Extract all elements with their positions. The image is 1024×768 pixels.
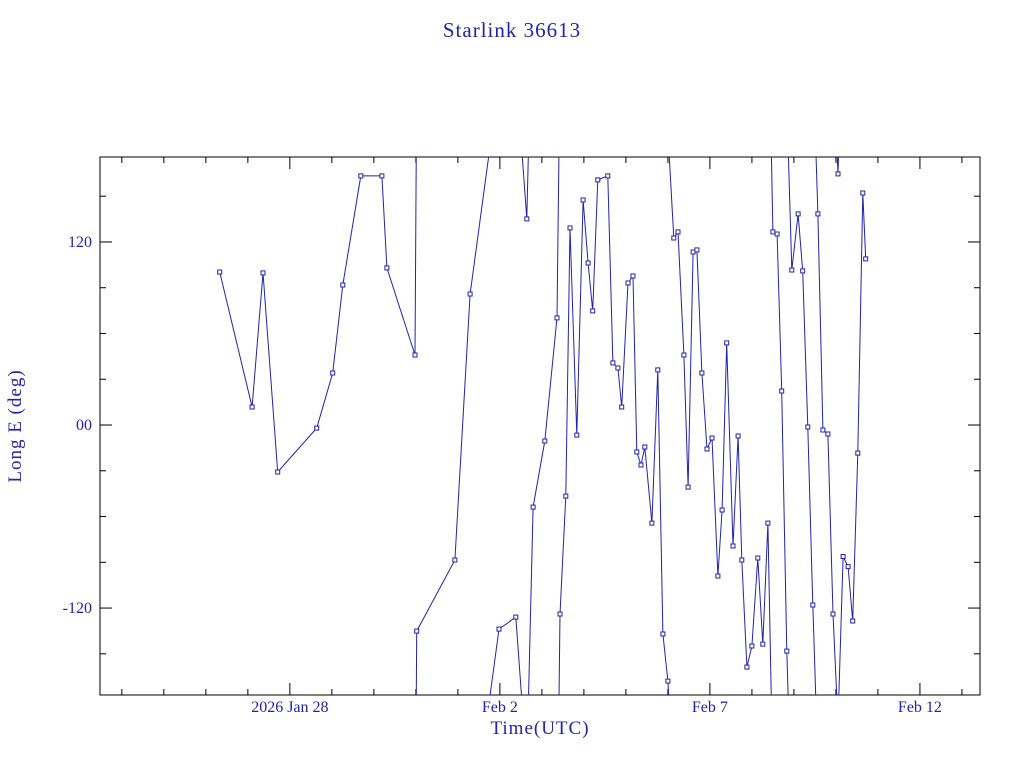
data-point-marker [630, 273, 636, 279]
data-point-marker [567, 225, 573, 231]
data-point-marker [452, 557, 458, 563]
data-point-marker [557, 611, 563, 617]
data-point-marker [825, 431, 831, 437]
data-point-marker [810, 602, 816, 608]
data-point-marker [530, 504, 536, 510]
data-point-marker [513, 614, 519, 620]
data-point-marker [590, 308, 596, 314]
y-tick-label: -120 [63, 600, 92, 617]
data-point-marker [412, 352, 418, 358]
data-point-marker [217, 269, 223, 275]
data-point-marker [638, 462, 644, 468]
data-point-marker [730, 543, 736, 549]
data-point-marker [330, 370, 336, 376]
data-point-marker [665, 678, 671, 684]
data-point-marker [542, 438, 548, 444]
data-point-marker [850, 618, 856, 624]
data-point-marker [260, 270, 266, 276]
data-point-marker [649, 520, 655, 526]
y-tick-label: 120 [68, 234, 92, 251]
data-point-marker [574, 432, 580, 438]
data-point-marker [805, 424, 811, 430]
data-point-marker [789, 267, 795, 273]
data-point-marker [642, 444, 648, 450]
data-point-marker [275, 469, 281, 475]
data-point-marker [625, 280, 631, 286]
data-point-marker [634, 449, 640, 455]
data-point-marker [249, 404, 255, 410]
data-point-marker [744, 664, 750, 670]
data-point-marker [863, 256, 869, 262]
plot-frame [99, 156, 981, 696]
data-point-marker [580, 197, 586, 203]
x-tick-label: Feb 7 [692, 699, 728, 716]
data-point-marker [835, 171, 841, 177]
axis-ticks [100, 157, 980, 695]
data-point-marker [414, 628, 420, 634]
data-point-marker [340, 282, 346, 288]
data-point-marker [760, 641, 766, 647]
data-point-marker [675, 229, 681, 235]
x-tick-label: 2026 Jan 28 [251, 699, 328, 716]
data-point-marker [784, 648, 790, 654]
data-point-marker [815, 211, 821, 217]
data-point-marker [795, 211, 801, 217]
data-point-marker [585, 260, 591, 266]
data-point-marker [715, 573, 721, 579]
data-point-marker [860, 190, 866, 196]
data-point-marker [655, 367, 661, 373]
x-tick-label: Feb 2 [482, 699, 518, 716]
data-point-marker [619, 404, 625, 410]
data-point-marker [755, 555, 761, 561]
data-point-marker [694, 247, 700, 253]
data-point-marker [615, 365, 621, 371]
data-point-marker [554, 315, 560, 321]
data-point-marker [671, 235, 677, 241]
data-point-marker [610, 360, 616, 366]
data-point-marker [855, 450, 861, 456]
data-point-marker [830, 611, 836, 617]
data-point-marker [739, 557, 745, 563]
x-axis-label: Time(UTC) [490, 718, 590, 739]
data-point-marker [595, 177, 601, 183]
data-point-marker [563, 493, 569, 499]
data-point-marker [709, 435, 715, 441]
data-point-marker [314, 425, 320, 431]
data-point-marker [524, 216, 530, 222]
data-point-marker [749, 643, 755, 649]
data-point-marker [699, 370, 705, 376]
data-point-marker [379, 173, 385, 179]
y-tick-label: 00 [76, 417, 92, 434]
data-point-marker [820, 427, 826, 433]
data-point-marker [358, 173, 364, 179]
data-point-marker [685, 484, 691, 490]
data-point-marker [704, 446, 710, 452]
data-point-marker [724, 340, 730, 346]
data-point-marker [774, 231, 780, 237]
data-point-marker [384, 265, 390, 271]
data-point-marker [779, 388, 785, 394]
data-point-marker [800, 268, 806, 274]
chart-title: Starlink 36613 [442, 18, 582, 42]
data-point-marker [735, 433, 741, 439]
data-point-marker [770, 229, 776, 235]
data-point-marker [681, 352, 687, 358]
data-point-marker [840, 554, 846, 559]
x-tick-label: Feb 12 [898, 699, 942, 716]
data-series [217, 157, 869, 695]
data-point-marker [605, 173, 611, 179]
data-point-marker [765, 520, 771, 526]
data-point-marker [845, 564, 851, 570]
data-point-marker [719, 507, 725, 513]
data-point-marker [467, 291, 473, 297]
longitude-track-line [219, 157, 867, 695]
data-point-marker [496, 626, 502, 632]
data-point-marker [660, 631, 666, 637]
